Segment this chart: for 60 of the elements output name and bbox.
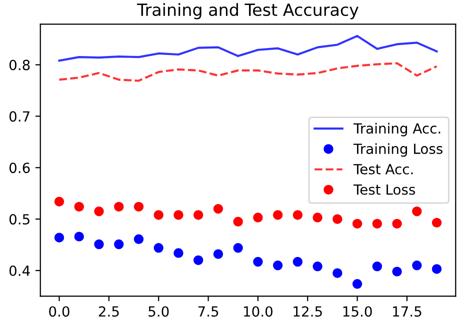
line-series [58,34,438,62]
y-tick-label: 0.8 [9,60,30,70]
legend-label: Test Loss [353,184,416,195]
point [412,206,422,216]
point [94,206,104,216]
point [213,249,224,259]
x-tick-label: 17.5 [393,306,422,317]
legend-label: Test Acc. [353,164,413,174]
point [74,202,84,212]
point [432,218,442,228]
point [372,218,382,229]
y-tick-label: 0.5 [9,214,30,225]
x-tick-label: 2.5 [98,306,119,317]
point [213,204,224,214]
x-tick-label: 12.5 [294,306,322,317]
point [272,260,283,270]
x-tick-label: 5.0 [148,306,169,317]
point [312,262,322,272]
point [312,212,322,222]
point [193,210,204,220]
point [193,255,204,266]
point [292,210,303,220]
point [392,266,402,276]
point [154,243,164,253]
point [432,264,442,274]
point [154,210,164,220]
y-tick-label: 0.7 [9,111,30,122]
point [372,262,382,272]
point [233,243,243,253]
point [134,202,144,212]
x-tick-label: 7.5 [198,306,218,317]
point [332,214,342,224]
point [352,279,362,289]
point [253,256,263,267]
x-tick-label: 15.0 [343,306,372,317]
legend-label: Training Loss [353,143,442,157]
point [94,239,104,250]
point [114,202,124,212]
point [54,196,64,206]
point [392,218,402,229]
point [74,232,84,242]
y-tick-label: 0.6 [9,162,30,174]
x-tick-label: 10.0 [244,306,272,317]
legend-label: Training Acc. [353,122,440,136]
x-tick-label: 0.0 [49,306,70,317]
y-tick-label: 0.4 [9,265,30,276]
point [54,232,64,242]
point [352,218,362,229]
point [174,248,184,258]
point [412,260,422,270]
point [292,256,303,267]
point [272,210,283,220]
line-series [58,62,438,82]
chart-title: Training and Test Accuracy [137,3,358,20]
point [253,212,263,222]
point [233,216,243,227]
point [134,234,144,244]
point [114,239,124,250]
point [332,268,342,278]
point [174,210,184,220]
